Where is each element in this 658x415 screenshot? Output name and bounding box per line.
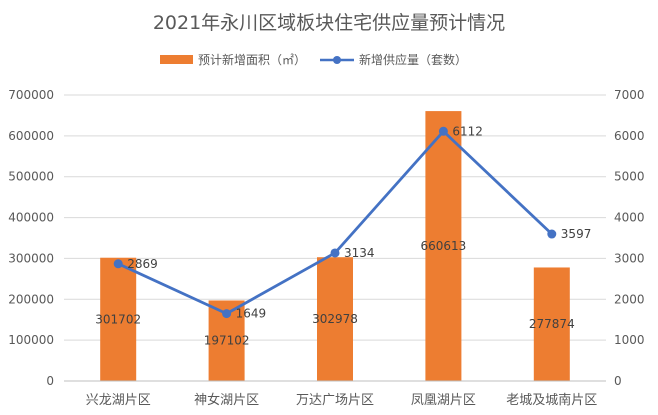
line-point xyxy=(113,259,123,269)
line-data-labels: 2869 1649 3134 6112 3597 xyxy=(127,124,591,320)
left-tick-label: 700000 xyxy=(8,88,54,102)
category-label: 凤凰湖片区 xyxy=(411,393,476,408)
left-tick-label: 0 xyxy=(46,374,54,388)
left-tick-label: 500000 xyxy=(8,170,54,184)
right-tick-label: 7000 xyxy=(614,88,645,102)
line-value-label: 3134 xyxy=(344,246,375,260)
left-tick-label: 300000 xyxy=(8,251,54,265)
right-tick-label: 5000 xyxy=(614,170,645,184)
line-point xyxy=(547,229,557,239)
line-value-label: 3597 xyxy=(561,227,592,241)
bar-value-label: 660613 xyxy=(420,239,466,253)
line-point xyxy=(222,309,232,319)
right-tick-label: 4000 xyxy=(614,211,645,225)
bar xyxy=(100,257,137,381)
bar xyxy=(425,111,462,381)
category-label: 神女湖片区 xyxy=(194,392,259,408)
category-label: 万达广场片区 xyxy=(296,393,374,408)
bar-series xyxy=(100,111,570,381)
chart-title: 2021年永川区域板块住宅供应量预计情况 xyxy=(153,12,505,34)
right-tick-label: 3000 xyxy=(614,251,645,265)
right-tick-label: 0 xyxy=(614,374,622,388)
category-label: 兴龙湖片区 xyxy=(86,393,151,408)
left-tick-label: 200000 xyxy=(8,292,54,306)
line-value-label: 1649 xyxy=(236,307,267,321)
category-axis: 兴龙湖片区 神女湖片区 万达广场片区 凤凰湖片区 老城及城南片区 xyxy=(64,380,606,408)
bar-value-label: 197102 xyxy=(204,334,250,348)
left-axis: 0 100000 200000 300000 400000 500000 600000 700… xyxy=(8,88,54,388)
bar xyxy=(533,267,570,381)
line-series xyxy=(113,126,557,319)
line-value-label: 2869 xyxy=(127,257,158,271)
line-point xyxy=(438,126,448,136)
line-value-label: 6112 xyxy=(452,124,483,138)
right-tick-label: 6000 xyxy=(614,129,645,143)
bar-value-label: 302978 xyxy=(312,312,358,326)
line-point xyxy=(330,248,340,258)
bar-value-label: 301702 xyxy=(95,312,141,326)
bar-data-labels: 301702 197102 302978 660613 277874 xyxy=(95,239,574,348)
legend-line-marker xyxy=(333,56,341,64)
legend-bar-label: 预计新增面积（㎡） xyxy=(198,52,306,67)
left-tick-label: 400000 xyxy=(8,211,54,225)
right-axis: 0 1000 2000 3000 4000 5000 6000 7000 xyxy=(614,88,645,388)
legend: 预计新增面积（㎡） 新增供应量（套数） xyxy=(160,52,467,67)
bar-value-label: 277874 xyxy=(529,317,575,331)
category-label: 老城及城南片区 xyxy=(506,392,597,408)
bar xyxy=(317,257,353,381)
right-tick-label: 1000 xyxy=(614,333,645,347)
legend-bar-swatch xyxy=(160,55,193,64)
left-tick-label: 600000 xyxy=(8,129,54,143)
left-tick-label: 100000 xyxy=(8,333,54,347)
legend-line-label: 新增供应量（套数） xyxy=(359,52,467,67)
right-tick-label: 2000 xyxy=(614,292,645,306)
